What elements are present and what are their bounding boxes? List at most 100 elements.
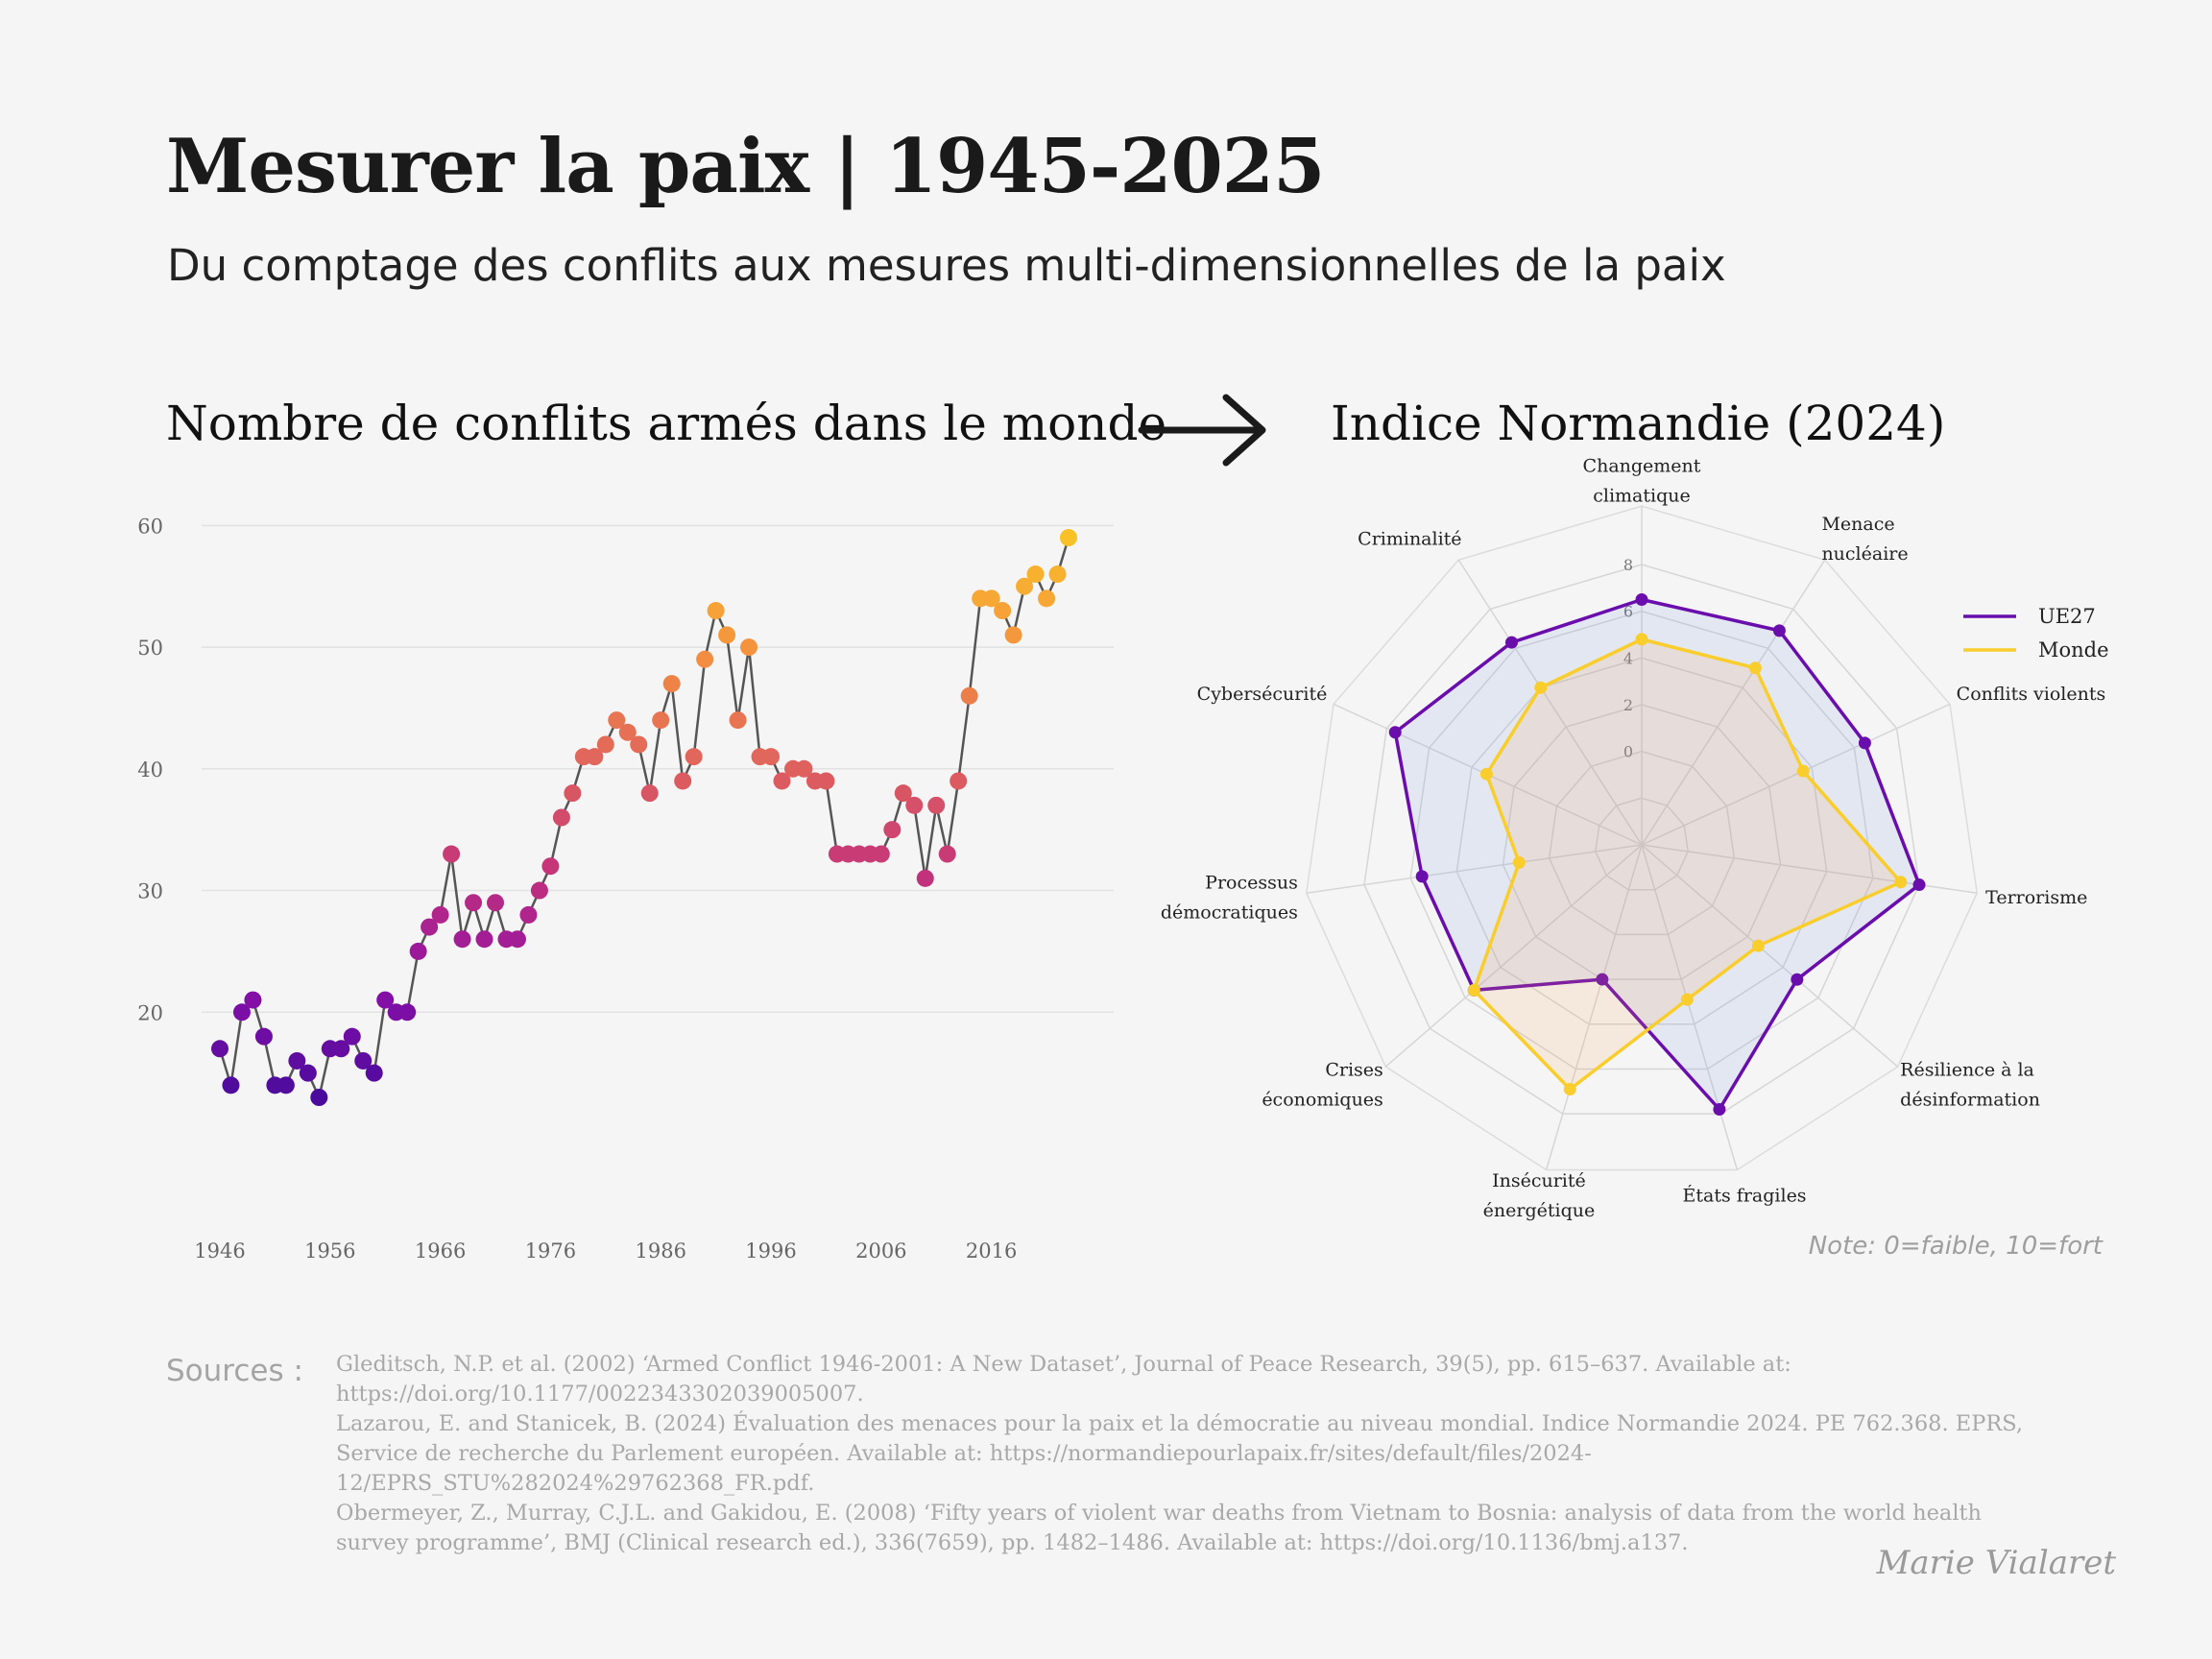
conflict-point: [1048, 565, 1067, 584]
author-signature: Marie Vialaret: [1876, 1544, 2116, 1582]
conflict-point: [795, 759, 813, 778]
x-tick-label: 1986: [635, 1239, 685, 1262]
radar-point: [1748, 661, 1762, 675]
conflict-point: [1060, 529, 1077, 546]
conflict-point: [894, 784, 912, 803]
conflict-point: [640, 784, 659, 803]
x-tick-label: 1996: [745, 1239, 796, 1262]
radar-axis-label: économiques: [1262, 1089, 1383, 1110]
radar-point: [1479, 767, 1493, 781]
source-item: Gleditsch, N.P. et al. (2002) ‘Armed Con…: [336, 1352, 1791, 1407]
x-tick-label: 1946: [194, 1239, 245, 1262]
radar-series-ue27: [1393, 597, 1921, 1112]
radar-axis-label: Criminalité: [1358, 528, 1461, 549]
radar-spoke: [1457, 559, 1643, 846]
radar-axis-label: Résilience à la: [1900, 1059, 2034, 1080]
radar-spoke: [1641, 703, 1951, 846]
sources-list: Gleditsch, N.P. et al. (2002) ‘Armed Con…: [336, 1350, 2055, 1558]
radar-axis-label: Insécurité: [1492, 1170, 1586, 1191]
conflict-point: [508, 930, 526, 949]
conflict-point: [740, 638, 758, 657]
x-tick-label: 1966: [415, 1239, 466, 1262]
conflicts-chart-title: Nombre de conflits armés dans le monde: [166, 396, 1167, 451]
radar-point: [1512, 855, 1526, 869]
conflict-point: [905, 796, 924, 814]
radar-axis-label: Crises: [1325, 1059, 1382, 1080]
conflict-point: [652, 711, 670, 730]
conflict-point: [630, 735, 648, 754]
legend-label: Monde: [2038, 638, 2109, 661]
conflict-point: [453, 930, 471, 949]
source-item: Lazarou, E. and Stanicek, B. (2024) Éval…: [336, 1411, 2024, 1496]
radar-axis-label: Terrorisme: [1985, 887, 2087, 908]
radar-axis-label: Menace: [1821, 514, 1894, 535]
y-tick-label: 40: [137, 758, 163, 781]
conflicts-line-chart: 20 30 40 50 60 1946 1956 1966 1976 1986 1996 2006 20…: [137, 515, 1114, 1262]
y-tick-label: 50: [137, 637, 163, 660]
radar-spoke: [1384, 844, 1643, 1068]
conflict-point: [618, 723, 637, 741]
radar-tick-label: 2: [1623, 696, 1633, 714]
radar-axis-label: climatique: [1593, 486, 1691, 507]
radar-point: [1563, 1082, 1576, 1095]
radar-point: [1791, 973, 1804, 986]
conflict-point: [365, 1064, 383, 1082]
radar-grid-ring: [1409, 610, 1874, 1070]
x-tick-label: 1976: [525, 1239, 576, 1262]
radar-axis-label: démocratiques: [1161, 902, 1298, 924]
radar-point: [1635, 633, 1648, 646]
x-tick-label: 2016: [966, 1239, 1017, 1262]
radar-point: [1467, 983, 1480, 997]
radar-point: [1894, 876, 1908, 889]
radar-spoke: [1545, 844, 1643, 1170]
page-title: Mesurer la paix | 1945-2025: [166, 123, 1325, 210]
x-tick-label: 1956: [304, 1239, 355, 1262]
scale-note: Note: 0=faible, 10=fort: [1808, 1232, 2103, 1261]
conflict-point: [596, 735, 614, 754]
conflict-point: [938, 845, 956, 863]
radar-point: [1504, 636, 1518, 649]
conflict-point: [1016, 577, 1034, 595]
radar-tick-label: 8: [1623, 556, 1633, 574]
radar-grid-ring: [1502, 704, 1782, 980]
radar-spoke: [1306, 844, 1643, 894]
conflict-point: [685, 748, 703, 766]
conflict-point: [674, 772, 692, 790]
radar-point: [1635, 593, 1648, 606]
conflict-point: [552, 808, 570, 827]
radar-spoke: [1641, 844, 1899, 1068]
conflict-point: [950, 772, 968, 790]
conflict-point: [232, 1003, 251, 1022]
radar-point: [1858, 736, 1871, 750]
conflict-point: [475, 930, 493, 949]
radar-tick-label: 0: [1623, 743, 1633, 761]
right-arrow-icon: [1138, 394, 1266, 467]
conflict-point: [254, 1027, 273, 1046]
conflict-point: [354, 1051, 373, 1070]
conflict-point: [718, 626, 736, 644]
radar-tick-label: 4: [1623, 649, 1633, 667]
conflict-point: [421, 918, 439, 936]
conflict-point: [927, 796, 946, 814]
radar-axis-label: Cybersécurité: [1197, 684, 1328, 705]
conflict-point: [773, 772, 791, 790]
conflict-point: [431, 905, 449, 924]
normandie-radar-chart: 0 2 4 6 8 Changement climatique Menace nucléaire…: [1161, 456, 2109, 1222]
conflict-point: [762, 748, 781, 766]
conflict-point: [960, 686, 978, 705]
radar-point: [1415, 870, 1429, 883]
radar-series-monde: [1472, 637, 1903, 1092]
conflict-point: [376, 991, 395, 1009]
conflict-point: [299, 1064, 317, 1082]
radar-grid-ring: [1548, 750, 1736, 936]
conflict-point: [696, 650, 714, 668]
y-tick-label: 30: [137, 880, 163, 903]
radar-point: [1388, 726, 1402, 739]
conflict-point: [1004, 626, 1022, 644]
conflict-point: [1026, 565, 1045, 584]
conflict-point: [276, 1076, 295, 1094]
radar-axis-label: nucléaire: [1821, 543, 1908, 565]
conflict-point: [288, 1051, 306, 1070]
conflict-point: [1038, 589, 1056, 608]
conflict-point: [332, 1040, 350, 1058]
